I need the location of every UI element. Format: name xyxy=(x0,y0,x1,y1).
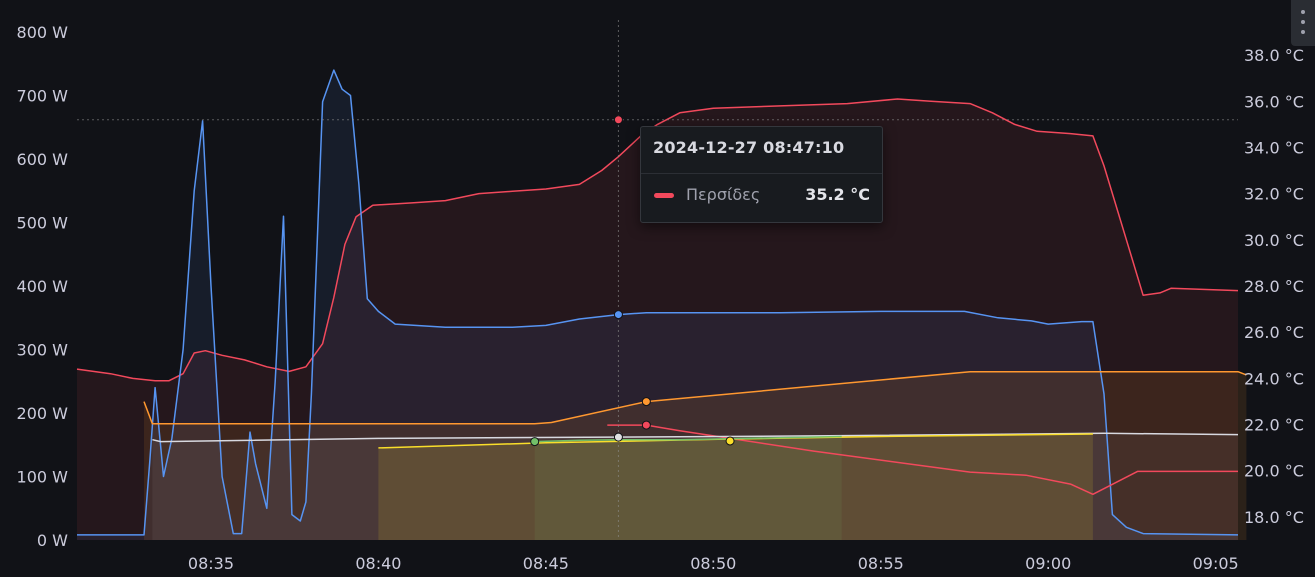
hover-point-0 xyxy=(613,115,623,125)
hover-point-6 xyxy=(530,437,540,447)
series-2-line xyxy=(143,370,1247,425)
right-axis-tick-label: 26.0 °C xyxy=(1244,323,1304,342)
left-axis-tick-label: 100 W xyxy=(17,468,69,487)
right-axis-tick-label: 18.0 °C xyxy=(1244,508,1304,527)
right-axis-tick-label: 20.0 °C xyxy=(1244,462,1304,481)
right-axis-tick-label: 22.0 °C xyxy=(1244,416,1304,435)
x-axis-tick-label: 08:55 xyxy=(858,554,904,573)
menu-dot-icon xyxy=(1301,20,1305,24)
x-axis-tick-label: 08:50 xyxy=(690,554,736,573)
left-axis-tick-label: 200 W xyxy=(17,404,69,423)
left-axis-tick-label: 0 W xyxy=(37,531,68,550)
series-2-area xyxy=(144,371,1247,540)
x-axis-tick-label: 08:45 xyxy=(523,554,569,573)
left-axis-tick-label: 400 W xyxy=(17,277,69,296)
x-axis-tick-label: 09:05 xyxy=(1193,554,1239,573)
menu-dot-icon xyxy=(1301,30,1305,34)
hover-point-1 xyxy=(613,310,623,320)
tooltip-divider xyxy=(641,173,882,174)
crosshair xyxy=(77,20,1238,540)
series-3-line xyxy=(607,424,1238,496)
hover-markers xyxy=(530,115,735,447)
x-axis-ticks: 08:35 08:40 08:45 08:50 08:55 09:00 09:05 xyxy=(188,554,1239,573)
left-axis-tick-label: 500 W xyxy=(17,214,69,233)
left-axis-ticks: 0 W 100 W 200 W 300 W 400 W 500 W 600 W 700 W 80… xyxy=(17,23,69,550)
tooltip-series-name: Περσίδες xyxy=(686,185,761,204)
right-axis-tick-label: 28.0 °C xyxy=(1244,277,1304,296)
left-axis-tick-label: 800 W xyxy=(17,23,69,42)
right-axis-tick-label: 32.0 °C xyxy=(1244,185,1304,204)
panel-menu-handle[interactable] xyxy=(1291,0,1315,46)
right-axis-tick-label: 34.0 °C xyxy=(1244,138,1304,157)
right-axis-ticks: 18.0 °C 20.0 °C 22.0 °C 24.0 °C 26.0 °C 28.0 … xyxy=(1244,46,1304,527)
x-axis-tick-label: 08:40 xyxy=(355,554,401,573)
menu-dot-icon xyxy=(1301,10,1305,14)
right-axis-tick-label: 36.0 °C xyxy=(1244,92,1304,111)
left-axis-tick-label: 600 W xyxy=(17,150,69,169)
hover-point-2 xyxy=(641,397,651,407)
series-lines xyxy=(76,69,1247,536)
left-axis-tick-label: 700 W xyxy=(17,87,69,106)
x-axis-tick-label: 09:00 xyxy=(1025,554,1071,573)
hover-tooltip: 2024-12-27 08:47:10 Περσίδες 35.2 °C xyxy=(640,126,883,223)
hover-point-3 xyxy=(641,420,651,430)
series-4-line xyxy=(152,432,1239,443)
right-axis-tick-label: 38.0 °C xyxy=(1244,46,1304,65)
hover-point-4 xyxy=(613,432,623,442)
tooltip-series-swatch xyxy=(654,193,674,198)
right-axis-tick-label: 30.0 °C xyxy=(1244,231,1304,250)
series-1-area xyxy=(77,70,1238,540)
tooltip-timestamp: 2024-12-27 08:47:10 xyxy=(653,138,845,157)
tooltip-series-value: 35.2 °C xyxy=(805,185,870,204)
series-0-line xyxy=(76,98,1239,382)
series-6-area xyxy=(534,436,842,540)
hover-point-5 xyxy=(725,436,735,446)
series-4-area xyxy=(152,433,1238,540)
left-axis-tick-label: 300 W xyxy=(17,341,69,360)
right-axis-tick-label: 24.0 °C xyxy=(1244,369,1304,388)
series-1-line xyxy=(77,69,1239,536)
x-axis-tick-label: 08:35 xyxy=(188,554,234,573)
series-5-area xyxy=(378,434,1093,540)
